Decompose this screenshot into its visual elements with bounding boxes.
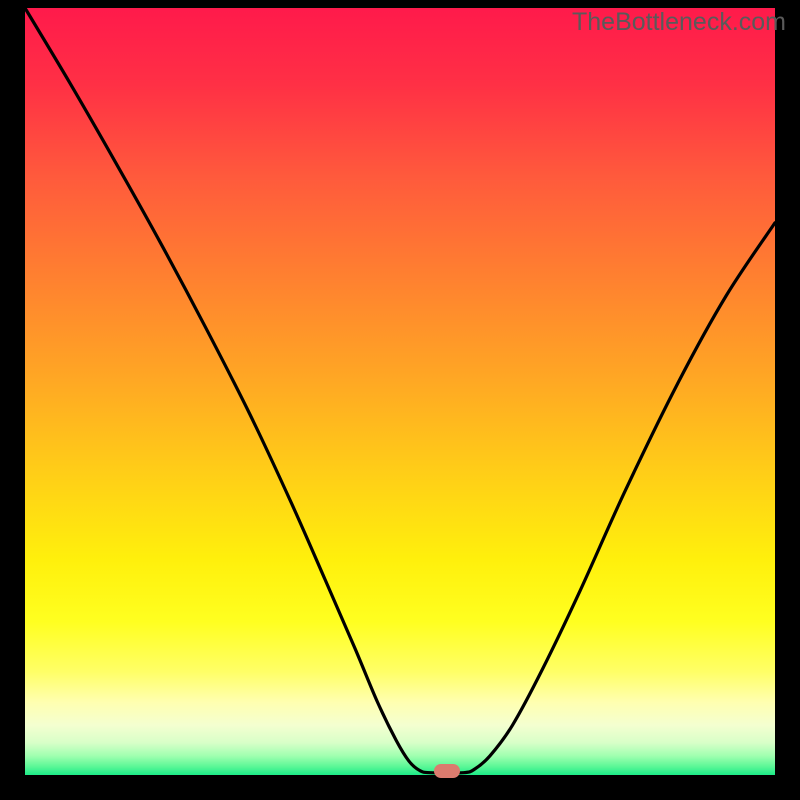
bottleneck-curve	[25, 8, 775, 775]
optimal-point-marker	[434, 764, 460, 778]
chart-frame: TheBottleneck.com	[0, 0, 800, 800]
watermark-text: TheBottleneck.com	[572, 8, 786, 37]
plot-area	[25, 8, 775, 775]
